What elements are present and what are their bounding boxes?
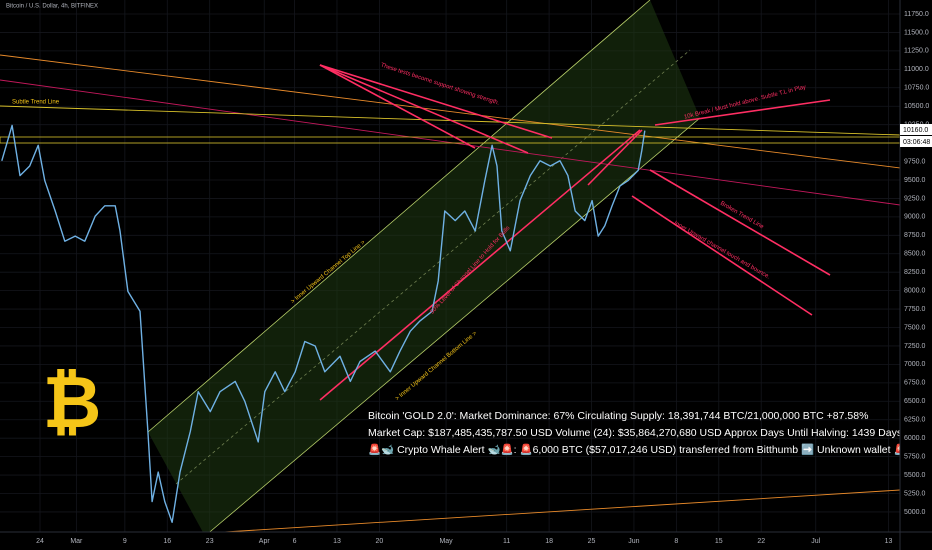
x-tick-label: 13 <box>333 538 341 545</box>
y-tick-label: 7000.0 <box>904 361 926 368</box>
countdown-tag <box>900 136 932 147</box>
trend-line <box>0 105 932 137</box>
y-tick-label: 7750.0 <box>904 306 926 313</box>
y-tick-label: 9250.0 <box>904 195 926 202</box>
y-tick-label: 10750.0 <box>904 85 929 92</box>
logo: ₿ <box>43 363 102 443</box>
channel-bottom <box>204 117 701 537</box>
y-tick-label: 9000.0 <box>904 214 926 221</box>
y-tick-label: 11250.0 <box>904 48 929 55</box>
x-tick-label: 8 <box>674 538 678 545</box>
x-tick-label: May <box>439 538 453 545</box>
y-tick-label: 11750.0 <box>904 11 929 18</box>
y-tick-label: 6500.0 <box>904 398 926 405</box>
y-tick-label: 7500.0 <box>904 324 926 331</box>
y-tick-label: 5000.0 <box>904 509 926 516</box>
trend-line <box>0 79 901 206</box>
price-axis <box>900 0 932 550</box>
price-tag <box>900 124 932 135</box>
countdown: 03:06:48 <box>903 139 930 146</box>
price-line <box>1 124 646 523</box>
x-tick-label: 13 <box>885 538 893 545</box>
channel-fill <box>148 0 700 536</box>
y-tick-label: 11000.0 <box>904 66 929 73</box>
y-tick-label: 8500.0 <box>904 251 926 258</box>
y-tick-label: 8750.0 <box>904 232 926 239</box>
annotation: Subtle Trend Line <box>12 100 60 106</box>
y-tick-label: 10500.0 <box>904 103 929 110</box>
trend-line <box>0 54 932 173</box>
y-tick-label: 9750.0 <box>904 158 926 165</box>
info-line: Bitcoin 'GOLD 2.0': Market Dominance: 67… <box>368 410 868 422</box>
series <box>1 124 646 523</box>
x-tick-label: 11 <box>503 538 510 545</box>
x-tick-label: Mar <box>70 538 83 545</box>
x-tick-label: 24 <box>36 538 44 545</box>
info-line: 🚨🐋 Crypto Whale Alert 🐋🚨: 🚨6,000 BTC ($5… <box>368 443 907 456</box>
y-tick-label: 7250.0 <box>904 343 926 350</box>
x-tick-label: 22 <box>757 538 765 545</box>
y-tick-label: 8000.0 <box>904 287 926 294</box>
y-tick-label: 5750.0 <box>904 453 926 460</box>
x-tick-label: Jul <box>811 538 820 545</box>
info-line: Market Cap: $187,485,435,787.50 USD Volu… <box>368 427 902 439</box>
x-tick-label: Jun <box>628 538 639 545</box>
y-tick-label: 5250.0 <box>904 490 926 497</box>
y-tick-label: 5500.0 <box>904 472 926 479</box>
x-tick-label: 20 <box>375 538 383 545</box>
x-tick-label: 15 <box>715 538 723 545</box>
x-tick-label: 23 <box>206 538 214 545</box>
y-tick-label: 9500.0 <box>904 177 926 184</box>
y-tick-label: 6000.0 <box>904 435 926 442</box>
last-price: 10160.0 <box>903 127 928 134</box>
x-tick-label: 25 <box>588 538 596 545</box>
x-tick-label: 16 <box>163 538 171 545</box>
x-tick-label: 9 <box>123 538 127 545</box>
channel-mid <box>175 49 691 485</box>
header: Bitcoin / U.S. Dollar, 4h, BITFINEX <box>6 4 98 10</box>
x-tick-label: 18 <box>545 538 553 545</box>
y-tick-label: 6750.0 <box>904 380 926 387</box>
inner-line <box>319 129 641 401</box>
y-tick-label: 6250.0 <box>904 417 926 424</box>
y-tick-label: 11500.0 <box>904 29 929 36</box>
channel-top <box>147 0 651 433</box>
x-tick-label: 6 <box>293 538 297 545</box>
arrows <box>319 64 831 316</box>
x-tick-label: Apr <box>259 538 271 545</box>
y-tick-label: 8250.0 <box>904 269 926 276</box>
time-axis <box>0 532 932 550</box>
